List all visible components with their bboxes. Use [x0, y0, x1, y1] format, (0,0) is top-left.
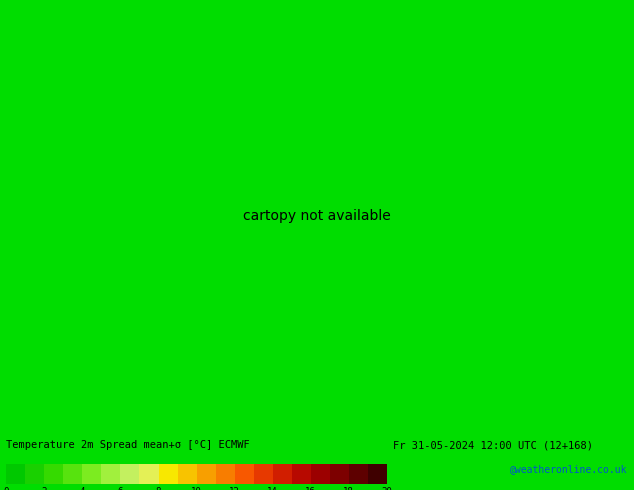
Bar [120, 464, 139, 484]
Bar [216, 464, 235, 484]
Text: 18: 18 [344, 487, 354, 490]
Text: 20: 20 [382, 487, 392, 490]
Bar [254, 464, 273, 484]
Text: 8: 8 [156, 487, 161, 490]
Bar [6, 464, 25, 484]
Text: 14: 14 [268, 487, 278, 490]
Bar [349, 464, 368, 484]
Bar [139, 464, 158, 484]
Text: 6: 6 [118, 487, 123, 490]
Text: cartopy not available: cartopy not available [243, 209, 391, 222]
Bar [158, 464, 178, 484]
Bar [25, 464, 44, 484]
Bar [368, 464, 387, 484]
Text: @weatheronline.co.uk: @weatheronline.co.uk [510, 465, 628, 474]
Text: 2: 2 [42, 487, 47, 490]
Text: Temperature 2m Spread mean+σ [°C] ECMWF: Temperature 2m Spread mean+σ [°C] ECMWF [6, 440, 250, 450]
Bar [311, 464, 330, 484]
Bar [63, 464, 82, 484]
Text: 0: 0 [4, 487, 9, 490]
Text: 16: 16 [306, 487, 316, 490]
Text: 12: 12 [230, 487, 240, 490]
Bar [82, 464, 101, 484]
Bar [101, 464, 120, 484]
Bar [292, 464, 311, 484]
Text: 10: 10 [191, 487, 202, 490]
Text: 4: 4 [80, 487, 85, 490]
Bar [178, 464, 197, 484]
Text: Fr 31-05-2024 12:00 UTC (12+168): Fr 31-05-2024 12:00 UTC (12+168) [393, 440, 593, 450]
Bar [44, 464, 63, 484]
Bar [273, 464, 292, 484]
Bar [330, 464, 349, 484]
Bar [197, 464, 216, 484]
Bar [235, 464, 254, 484]
